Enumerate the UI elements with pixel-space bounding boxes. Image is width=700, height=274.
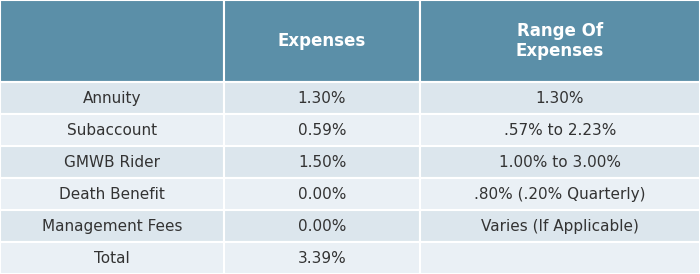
FancyBboxPatch shape [420,0,700,82]
FancyBboxPatch shape [224,82,420,114]
Text: 0.00%: 0.00% [298,187,346,202]
FancyBboxPatch shape [420,210,700,242]
FancyBboxPatch shape [420,178,700,210]
FancyBboxPatch shape [224,114,420,146]
FancyBboxPatch shape [0,114,224,146]
FancyBboxPatch shape [0,146,224,178]
FancyBboxPatch shape [0,82,224,114]
Text: 1.30%: 1.30% [298,91,346,106]
Text: Range Of
Expenses: Range Of Expenses [516,22,604,61]
FancyBboxPatch shape [224,146,420,178]
FancyBboxPatch shape [420,114,700,146]
Text: .80% (.20% Quarterly): .80% (.20% Quarterly) [475,187,645,202]
FancyBboxPatch shape [0,0,224,82]
FancyBboxPatch shape [224,242,420,274]
Text: Annuity: Annuity [83,91,141,106]
Text: 3.39%: 3.39% [298,250,346,266]
FancyBboxPatch shape [224,210,420,242]
FancyBboxPatch shape [224,178,420,210]
FancyBboxPatch shape [224,0,420,82]
FancyBboxPatch shape [420,242,700,274]
Text: Total: Total [94,250,130,266]
FancyBboxPatch shape [0,178,224,210]
Text: Expenses: Expenses [278,32,366,50]
Text: 1.50%: 1.50% [298,155,346,170]
Text: Death Benefit: Death Benefit [59,187,165,202]
Text: 0.59%: 0.59% [298,123,346,138]
Text: Subaccount: Subaccount [67,123,157,138]
Text: 0.00%: 0.00% [298,219,346,233]
FancyBboxPatch shape [420,146,700,178]
Text: 1.30%: 1.30% [536,91,584,106]
FancyBboxPatch shape [0,210,224,242]
Text: Varies (If Applicable): Varies (If Applicable) [481,219,639,233]
FancyBboxPatch shape [0,242,224,274]
FancyBboxPatch shape [420,82,700,114]
Text: 1.00% to 3.00%: 1.00% to 3.00% [499,155,621,170]
Text: GMWB Rider: GMWB Rider [64,155,160,170]
Text: Management Fees: Management Fees [42,219,182,233]
Text: .57% to 2.23%: .57% to 2.23% [504,123,616,138]
